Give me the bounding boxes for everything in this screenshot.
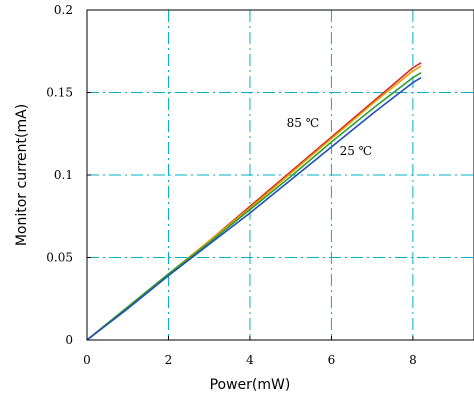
tick-layer: 0 2 4 6 8 0 0.05 0.1 0.15 0.2 [46, 3, 416, 367]
x-tick-label: 6 [328, 353, 336, 367]
y-tick-label: 0.2 [54, 3, 73, 17]
series-line-4 [86, 76, 422, 341]
series-line-3 [86, 72, 422, 341]
temperature-annotation: 25 ℃ [340, 144, 373, 158]
x-tick-label: 4 [246, 353, 254, 367]
annotation-layer: 85 ℃ 25 ℃ [287, 116, 372, 158]
y-axis-title: Monitor current(mA) [14, 104, 30, 246]
temperature-annotation: 85 ℃ [287, 116, 320, 130]
grid-layer [87, 10, 474, 340]
y-tick-label: 0.05 [46, 251, 73, 265]
y-tick-label: 0.15 [46, 86, 73, 100]
series-layer [86, 62, 422, 341]
y-tick-label: 0.1 [54, 168, 73, 182]
x-tick-label: 8 [409, 353, 417, 367]
x-tick-label: 0 [83, 353, 91, 367]
x-axis-title: Power(mW) [210, 377, 291, 393]
x-tick-label: 2 [165, 353, 173, 367]
y-tick-label: 0 [65, 333, 73, 347]
